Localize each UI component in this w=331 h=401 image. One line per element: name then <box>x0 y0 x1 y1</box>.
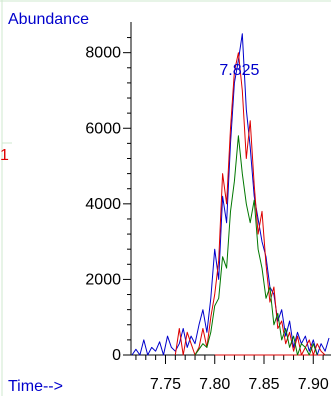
x-ticks: 7.75 7.80 7.85 7.90 <box>135 355 329 393</box>
plot-area <box>131 33 330 356</box>
ion-trace-2 <box>174 52 326 356</box>
y-axis-label: Abundance <box>8 11 89 28</box>
ion-trace-3 <box>194 135 318 356</box>
y-tick-label: 4000 <box>85 196 121 213</box>
x-axis-label: Time--> <box>8 378 63 395</box>
x-tick-label: 7.85 <box>248 376 279 393</box>
y-ticks: 0 2000 4000 6000 8000 <box>85 37 131 364</box>
side-label: 1 <box>0 147 9 164</box>
y-tick-label: 8000 <box>85 45 121 62</box>
x-tick-label: 7.90 <box>298 376 329 393</box>
y-tick-label: 0 <box>112 347 121 364</box>
y-tick-label: 2000 <box>85 271 121 288</box>
peak-retention-label: 7.825 <box>219 62 259 79</box>
x-tick-label: 7.80 <box>199 376 230 393</box>
x-tick-label: 7.75 <box>150 376 181 393</box>
y-tick-label: 6000 <box>85 120 121 137</box>
ion-trace-1 <box>131 33 330 356</box>
